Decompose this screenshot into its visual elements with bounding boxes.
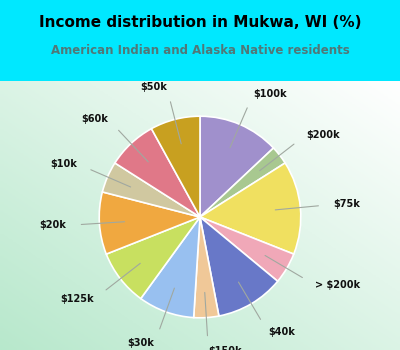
Text: $125k: $125k [60,294,94,304]
Text: $75k: $75k [334,199,360,209]
Bar [0,0,400,80]
Wedge shape [200,163,301,254]
Text: American Indian and Alaska Native residents: American Indian and Alaska Native reside… [51,44,349,57]
Text: Income distribution in Mukwa, WI (%): Income distribution in Mukwa, WI (%) [39,15,361,30]
Text: $60k: $60k [81,114,108,124]
Text: $30k: $30k [128,338,154,348]
Wedge shape [200,217,278,316]
Text: $50k: $50k [140,82,167,92]
Wedge shape [200,116,274,217]
Text: $20k: $20k [39,220,66,230]
Text: $200k: $200k [306,130,340,140]
Text: ⓘ City-Data.com: ⓘ City-Data.com [256,102,328,111]
Wedge shape [106,217,200,299]
Text: $10k: $10k [50,159,77,169]
Text: $100k: $100k [253,89,287,99]
Wedge shape [152,116,200,217]
Text: > $200k: > $200k [315,280,360,290]
Wedge shape [194,217,219,318]
Wedge shape [99,192,200,254]
Wedge shape [200,217,294,281]
Text: $150k: $150k [208,346,242,350]
Wedge shape [141,217,200,317]
Wedge shape [102,163,200,217]
Wedge shape [200,148,285,217]
Wedge shape [115,129,200,217]
Text: $40k: $40k [268,327,295,337]
